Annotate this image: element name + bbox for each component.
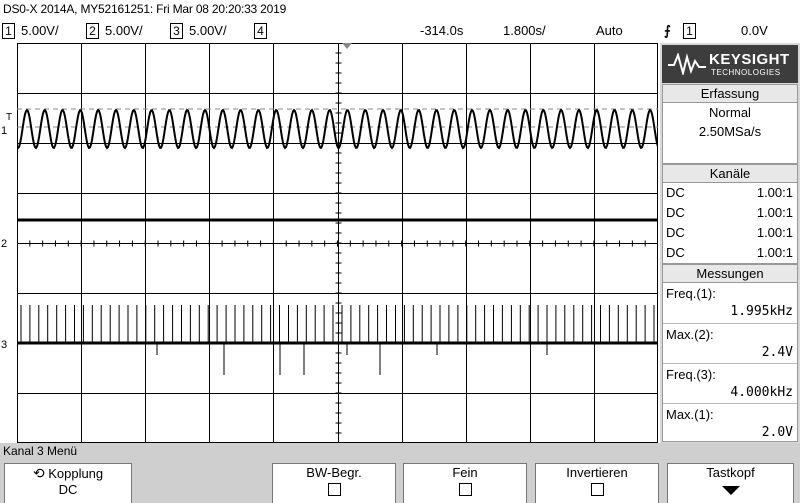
bw-limit-softkey[interactable]: BW-Begr.: [272, 463, 396, 503]
channel-2-scale[interactable]: 2 5.00V/: [86, 23, 143, 39]
channel-coupling: DC: [666, 225, 685, 240]
horizontal-delay: -314.0s: [420, 23, 464, 38]
acquisition-mode: Normal: [709, 105, 751, 120]
channel-row: DC 1.00:1: [663, 223, 797, 243]
fine-softkey[interactable]: Fein: [403, 463, 527, 503]
channel-coupling: DC: [666, 245, 685, 260]
channels-panel[interactable]: Kanäle DC 1.00:1 DC 1.00:1 DC 1.00:1 DC 1.00…: [662, 164, 798, 264]
channel-3-ground-marker: 3: [1, 339, 7, 351]
invert-softkey[interactable]: Invertieren: [535, 463, 659, 503]
channel-3-scale-value: 5.00V/: [189, 23, 227, 38]
channel-2-scale-value: 5.00V/: [105, 23, 143, 38]
trigger-marker-label: T: [6, 112, 12, 123]
channel-probe: 1.00:1: [756, 185, 793, 200]
acquisition-panel[interactable]: Erfassung Normal 2.50MSa/s: [662, 84, 798, 164]
channel-4-scale[interactable]: 4: [254, 23, 273, 39]
measurement-label: Freq.(3):: [666, 367, 716, 382]
channel-markers: T 1 2 3: [1, 112, 12, 351]
fine-label: Fein: [452, 465, 478, 480]
softkey-menu: Kanal 3 Menü ⟲ Kopplung DC BW-Begr. Fein…: [0, 443, 800, 503]
channel-row: DC 1.00:1: [663, 243, 797, 263]
logo-sub: TECHNOLOGIES: [711, 68, 781, 77]
acquisition-heading: Erfassung: [663, 85, 797, 103]
channel-1-number: 1: [2, 23, 15, 39]
channel-1-trace: [17, 108, 658, 150]
graticule-grid: [17, 43, 658, 443]
channel-2-number: 2: [86, 23, 99, 39]
trigger-source[interactable]: 1: [683, 23, 702, 39]
channel-coupling: DC: [666, 205, 685, 220]
channel-coupling: DC: [666, 185, 685, 200]
channel-1-scale[interactable]: 1 5.00V/: [2, 23, 59, 39]
acquisition-rate: 2.50MSa/s: [698, 124, 762, 139]
trigger-source-number: 1: [683, 23, 696, 39]
channel-4-number: 4: [254, 23, 267, 39]
measurement-value: 2.4V: [761, 345, 793, 360]
coupling-softkey[interactable]: ⟲ Kopplung DC: [4, 463, 132, 503]
measurement-item: Max.(1): 2.0V: [663, 403, 797, 443]
submenu-arrow-icon: [721, 486, 740, 495]
measurement-value: 2.0V: [761, 425, 793, 440]
measurement-label: Max.(2):: [666, 327, 714, 342]
trigger-level: 0.0V: [741, 23, 768, 38]
channel-3-scale[interactable]: 3 5.00V/: [170, 23, 227, 39]
probe-label: Tastkopf: [706, 465, 755, 480]
channel-row: DC 1.00:1: [663, 183, 797, 203]
fine-checkbox[interactable]: [458, 483, 472, 496]
side-panel: KEYSIGHT TECHNOLOGIES Erfassung Normal 2…: [660, 43, 800, 443]
trigger-level-lines: [17, 108, 658, 128]
trigger-edge-icon: ⨍: [664, 23, 671, 38]
measurement-item: Freq.(1): 1.995kHz: [663, 283, 797, 323]
trigger-position-marker: [342, 43, 352, 49]
measurement-item: Freq.(3): 4.000kHz: [663, 363, 797, 403]
measurements-heading: Messungen: [663, 265, 797, 283]
measurements-panel[interactable]: Messungen Freq.(1): 1.995kHz Max.(2): 2.4V…: [662, 264, 798, 442]
channel-row: DC 1.00:1: [663, 203, 797, 223]
measurement-item: Max.(2): 2.4V: [663, 323, 797, 363]
timebase-scale: 1.800s/: [503, 23, 546, 38]
probe-softkey[interactable]: Tastkopf: [667, 463, 794, 503]
menu-title: Kanal 3 Menü: [3, 444, 78, 458]
channel-1-scale-value: 5.00V/: [21, 23, 59, 38]
channel-2-ground-marker: 2: [1, 238, 7, 250]
trigger-mode: Auto: [596, 23, 623, 38]
channel-3-trace: [20, 305, 655, 375]
channel-probe: 1.00:1: [756, 205, 793, 220]
coupling-label: Kopplung: [48, 466, 104, 481]
measurement-value: 1.995kHz: [730, 304, 793, 319]
window-title: DS0-X 2014A, MY52161251: Fri Mar 08 20:2…: [3, 2, 287, 16]
channel-1-ground-marker: 1: [1, 125, 7, 137]
measurement-value: 4.000kHz: [730, 385, 793, 400]
waveform-display[interactable]: [17, 43, 658, 443]
status-bar: 1 5.00V/ 2 5.00V/ 3 5.00V/ 4 -314.0s 1.800s…: [0, 22, 800, 42]
keysight-wave-icon: [668, 53, 706, 75]
measurement-label: Max.(1):: [666, 407, 714, 422]
measurement-label: Freq.(1):: [666, 286, 716, 301]
invert-checkbox[interactable]: [590, 483, 604, 496]
coupling-value: DC: [58, 482, 78, 497]
bw-limit-checkbox[interactable]: [327, 483, 341, 496]
channel-probe: 1.00:1: [756, 245, 793, 260]
keysight-logo: KEYSIGHT TECHNOLOGIES: [662, 45, 798, 83]
rotate-knob-icon: ⟲: [32, 465, 45, 481]
channel-probe: 1.00:1: [756, 225, 793, 240]
channels-heading: Kanäle: [663, 165, 797, 183]
channel-3-number: 3: [170, 23, 183, 39]
logo-brand: KEYSIGHT: [709, 51, 790, 68]
scope-graticule: [17, 43, 658, 443]
invert-label: Invertieren: [566, 465, 628, 480]
bw-limit-label: BW-Begr.: [306, 465, 362, 480]
